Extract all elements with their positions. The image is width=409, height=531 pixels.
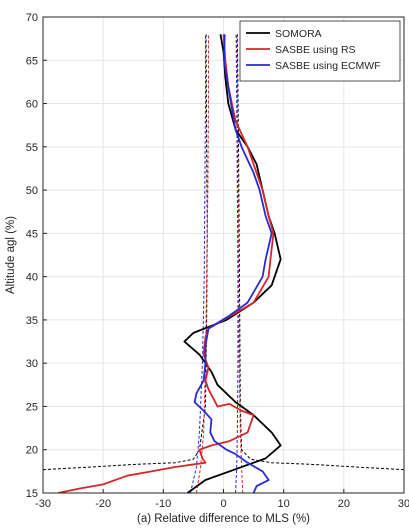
y-tick-label: 15 [26, 488, 38, 500]
x-tick-label: -10 [155, 498, 171, 510]
y-tick-label: 45 [26, 228, 38, 240]
y-tick-label: 35 [26, 315, 38, 327]
legend-label: SASBE using RS [275, 44, 356, 56]
x-tick-label: -30 [35, 498, 51, 510]
uncertainty-line-7 [189, 34, 206, 493]
ticks: -30 -20 -10 0 10 20 30 15 20 25 30 35 40 45 50 55 60 65 70 [26, 12, 409, 510]
y-axis-label: Altitude agl (%) [5, 216, 17, 294]
y-tick-label: 60 [26, 99, 38, 111]
legend-box [239, 20, 401, 82]
y-tick-label: 70 [26, 12, 38, 24]
x-tick-label: 20 [338, 498, 350, 510]
x-tick-label: 30 [398, 498, 409, 510]
x-axis-label: (a) Relative difference to MLS (%) [137, 513, 310, 525]
uncertainty-line-6 [236, 34, 244, 493]
y-tick-label: 20 [26, 445, 38, 457]
series-line-0 [183, 34, 282, 493]
series-layer [43, 34, 404, 493]
y-tick-label: 25 [26, 401, 38, 413]
legend: SOMORA SASBE using RS SASBE using ECMWF [239, 20, 401, 82]
uncertainty-line-4 [236, 34, 404, 471]
y-tick-label: 30 [26, 358, 38, 370]
y-tick-label: 40 [26, 272, 38, 284]
y-tick-label: 65 [26, 55, 38, 67]
series-line-1 [57, 34, 275, 493]
x-tick-label: -20 [95, 498, 111, 510]
x-tick-label: 0 [220, 498, 226, 510]
uncertainty-line-5 [195, 34, 209, 493]
y-tick-label: 55 [26, 142, 38, 154]
y-tick-label: 50 [26, 185, 38, 197]
x-tick-label: 10 [278, 498, 290, 510]
legend-label: SASBE using ECMWF [275, 60, 381, 72]
legend-label: SOMORA [275, 28, 322, 40]
uncertainty-line-8 [235, 34, 239, 493]
series-line-2 [193, 34, 273, 493]
